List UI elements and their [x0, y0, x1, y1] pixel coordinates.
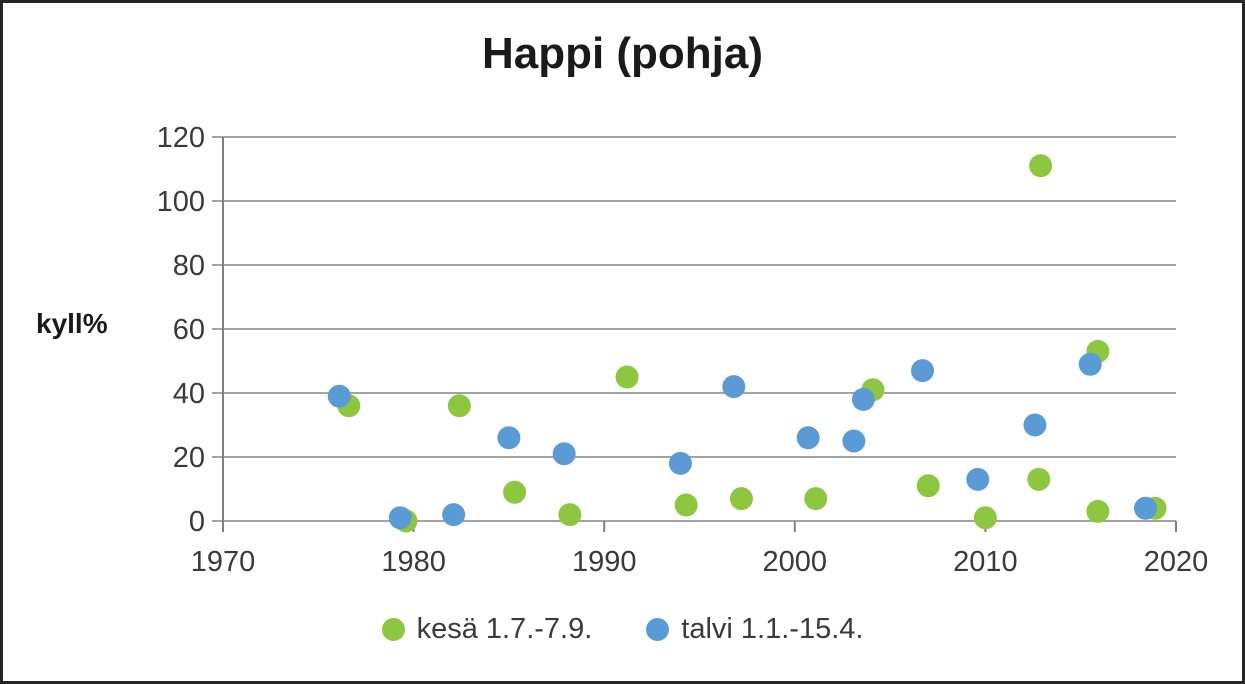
data-point-kesa [973, 506, 997, 530]
x-tick-label: 1980 [381, 546, 446, 578]
legend-marker-talvi-icon [646, 617, 670, 641]
y-tick-label: 120 [157, 122, 205, 154]
data-point-kesa [558, 503, 582, 527]
data-point-talvi [796, 426, 820, 450]
data-point-kesa [729, 487, 753, 511]
y-tick-label: 80 [173, 250, 205, 282]
data-point-talvi [1078, 352, 1102, 376]
data-point-kesa [916, 474, 940, 498]
x-tick-label: 2020 [1144, 546, 1209, 578]
data-point-talvi [388, 506, 412, 530]
data-point-kesa [1027, 467, 1051, 491]
data-point-kesa [447, 394, 471, 418]
data-point-talvi [327, 384, 351, 408]
data-point-talvi [1023, 413, 1047, 437]
data-point-talvi [722, 375, 746, 399]
y-axis-title: kyll% [36, 308, 108, 339]
plot-area: 0 20 40 60 80 100 120 1970 1980 1990 2000 2010 2020 [157, 122, 1209, 578]
data-point-talvi [966, 467, 990, 491]
legend-label-talvi: talvi 1.1.-15.4. [681, 612, 864, 645]
data-point-kesa [503, 480, 527, 504]
y-tick-label: 40 [173, 378, 205, 410]
y-tick-label: 60 [173, 314, 205, 346]
y-tick-label: 100 [157, 186, 205, 218]
data-point-talvi [1134, 496, 1158, 520]
data-point-kesa [615, 365, 639, 389]
x-tick-label: 2010 [953, 546, 1018, 578]
data-point-talvi [668, 451, 692, 475]
data-point-kesa [674, 493, 698, 517]
data-point-talvi [442, 503, 466, 527]
data-point-talvi [552, 442, 576, 466]
y-tick-label: 0 [189, 506, 205, 538]
x-tick-label: 1990 [572, 546, 637, 578]
data-point-kesa [804, 487, 828, 511]
data-point-kesa [1029, 154, 1053, 178]
data-point-kesa [1086, 499, 1110, 523]
data-point-talvi [911, 359, 935, 383]
legend-label-kesa: kesä 1.7.-7.9. [416, 612, 593, 645]
data-point-talvi [497, 426, 521, 450]
chart-title: Happi (pohja) [481, 29, 764, 78]
x-tick-label: 2000 [763, 546, 828, 578]
legend: kesä 1.7.-7.9. talvi 1.1.-15.4. [3, 609, 1242, 649]
data-point-talvi [851, 387, 875, 411]
data-point-talvi [842, 429, 866, 453]
legend-marker-kesa-icon [381, 617, 405, 641]
x-tick-label: 1970 [191, 546, 256, 578]
y-tick-label: 20 [173, 442, 205, 474]
